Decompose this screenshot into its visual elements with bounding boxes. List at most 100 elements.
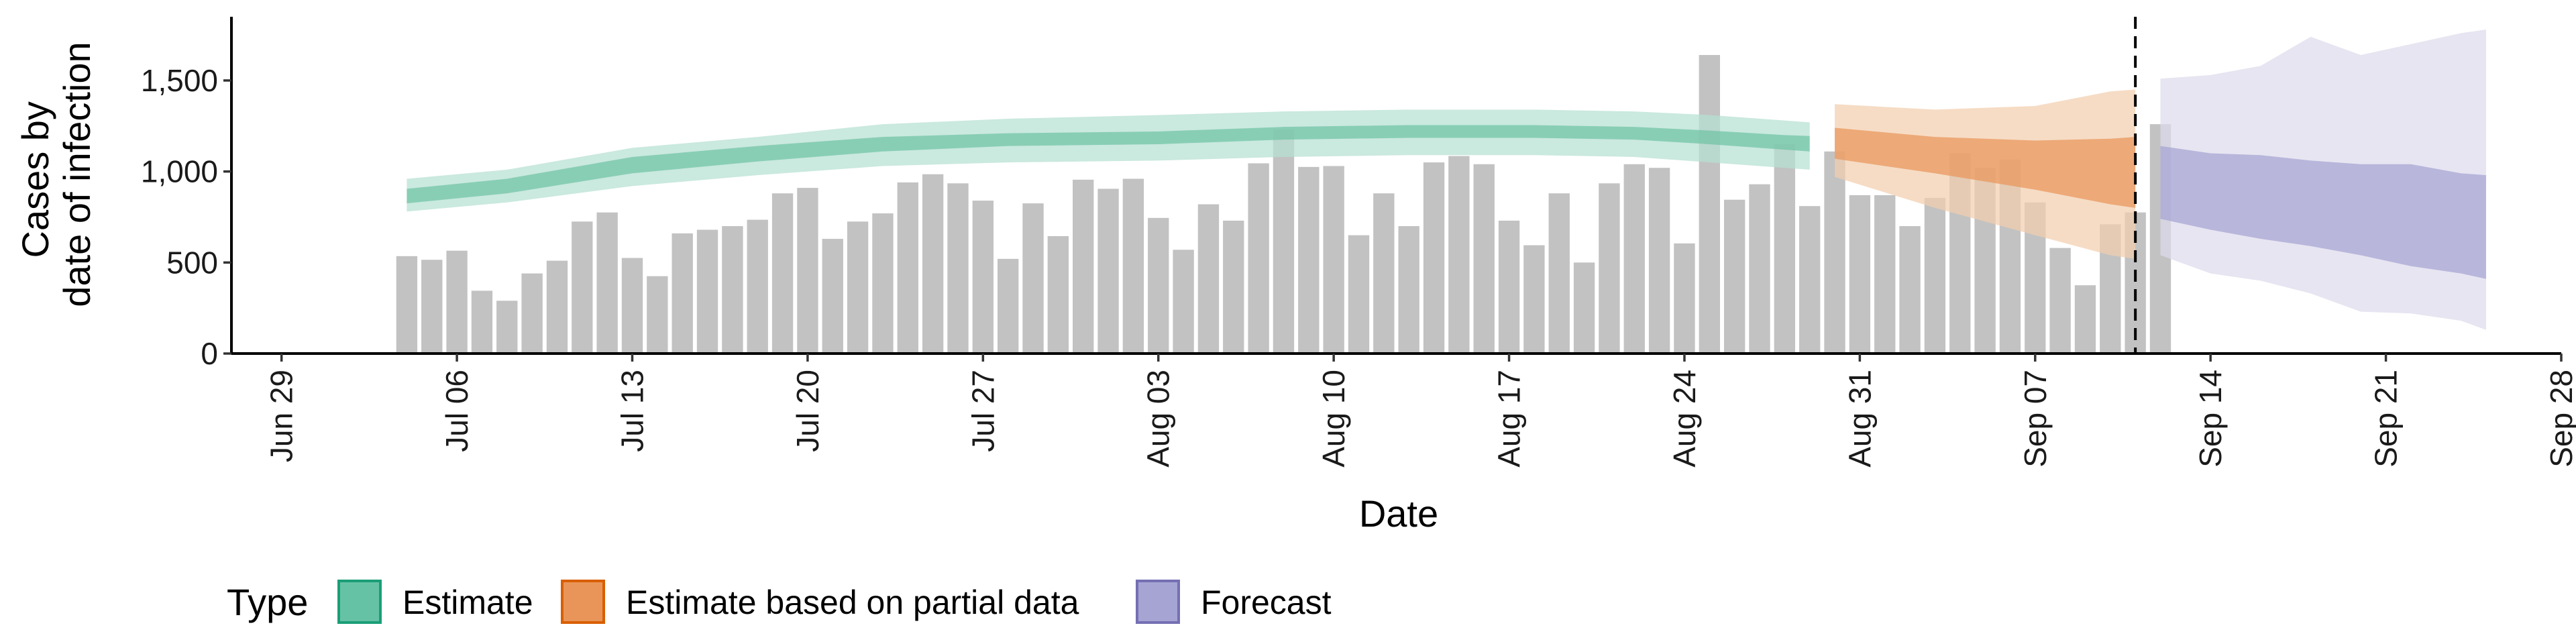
x-tick-label: Aug 10 bbox=[1316, 370, 1351, 468]
case-bar bbox=[1173, 250, 1194, 354]
case-bar bbox=[1899, 226, 1921, 354]
case-bar bbox=[922, 174, 944, 354]
case-bar bbox=[1498, 220, 1520, 354]
case-bar bbox=[446, 250, 468, 354]
legend-label: Forecast bbox=[1201, 584, 1332, 621]
case-bar bbox=[1924, 197, 1946, 354]
case-bar bbox=[1398, 226, 1419, 354]
case-bar bbox=[1022, 203, 1044, 354]
case-bar bbox=[1223, 220, 1244, 354]
y-tick-label: 0 bbox=[201, 336, 218, 371]
y-tick-label: 1,000 bbox=[141, 154, 218, 189]
x-tick-label: Sep 28 bbox=[2544, 370, 2576, 468]
case-bar bbox=[471, 290, 493, 354]
case-bar bbox=[872, 213, 894, 354]
x-tick-label: Aug 31 bbox=[1842, 370, 1877, 468]
axes: 0 500 1,000 1,500 Jun 29 Jul 06 Jul 13 Jul 20 Ju… bbox=[141, 17, 2576, 468]
case-bar bbox=[822, 239, 843, 354]
legend-label: Estimate based on partial data bbox=[626, 584, 1079, 621]
case-bar bbox=[1423, 162, 1445, 354]
case-bar bbox=[1573, 262, 1595, 354]
case-bar bbox=[1774, 144, 1796, 354]
case-bar bbox=[1097, 189, 1119, 354]
case-bar bbox=[1248, 163, 1269, 354]
case-bar bbox=[1298, 166, 1320, 354]
legend: Type Estimate Estimate based on partial d… bbox=[227, 580, 1332, 624]
case-bar bbox=[647, 276, 668, 354]
case-bar bbox=[897, 182, 918, 354]
case-bar bbox=[1523, 245, 1545, 354]
case-bar bbox=[722, 226, 743, 354]
case-bar bbox=[1473, 164, 1495, 354]
y-axis-title-line2: date of infection bbox=[56, 42, 98, 307]
legend-key bbox=[561, 580, 605, 624]
case-bar bbox=[2049, 248, 2071, 354]
legend-title: Type bbox=[227, 581, 308, 623]
case-bar bbox=[771, 193, 794, 354]
case-bar bbox=[396, 256, 418, 354]
y-axis-title: Cases by date of infection bbox=[14, 42, 98, 307]
estimate-inner-interval bbox=[407, 125, 1810, 204]
case-bar bbox=[947, 183, 969, 354]
case-bar bbox=[521, 273, 543, 354]
case-bar bbox=[496, 301, 518, 354]
case-bar bbox=[1448, 156, 1470, 354]
legend-label: Estimate bbox=[402, 584, 533, 621]
case-bar bbox=[1849, 195, 1871, 354]
case-bar bbox=[1699, 54, 1720, 354]
x-tick-label: Jul 27 bbox=[965, 370, 1000, 452]
case-bar bbox=[1073, 179, 1094, 354]
x-tick-label: Jun 29 bbox=[264, 370, 299, 462]
legend-key bbox=[1136, 580, 1180, 624]
case-bar bbox=[1648, 168, 1670, 354]
x-tick-label: Jul 06 bbox=[439, 370, 474, 452]
case-bar bbox=[1723, 199, 1746, 354]
case-bar bbox=[546, 260, 568, 354]
case-bar bbox=[621, 258, 643, 354]
x-tick-label: Jul 20 bbox=[790, 370, 825, 452]
x-tick-label: Aug 24 bbox=[1667, 370, 1702, 468]
case-bar bbox=[672, 233, 693, 354]
case-bar bbox=[797, 188, 818, 354]
plot-area bbox=[396, 17, 2486, 354]
x-axis-title: Date bbox=[1359, 492, 1438, 535]
x-tick-label: Aug 17 bbox=[1492, 370, 1527, 468]
case-bar bbox=[1548, 193, 1570, 354]
case-bar bbox=[1599, 183, 1620, 354]
case-bar bbox=[847, 221, 869, 354]
case-bar bbox=[1874, 195, 1896, 354]
case-bar bbox=[1148, 217, 1169, 354]
forecast-inner-interval bbox=[2160, 146, 2486, 279]
case-bar bbox=[747, 219, 768, 354]
x-tick-label: Sep 21 bbox=[2369, 370, 2404, 468]
case-bar bbox=[1824, 151, 1845, 354]
case-bar bbox=[1623, 164, 1645, 354]
y-axis-title-line1: Cases by bbox=[14, 101, 56, 258]
case-bar bbox=[1373, 193, 1395, 354]
case-bar bbox=[1122, 178, 1144, 354]
x-tick-label: Sep 14 bbox=[2193, 370, 2228, 468]
case-bar bbox=[572, 221, 593, 354]
case-bar bbox=[596, 212, 618, 354]
case-bar bbox=[997, 258, 1019, 354]
case-bar bbox=[421, 260, 443, 354]
case-bar bbox=[972, 201, 994, 354]
case-bar bbox=[1273, 129, 1295, 354]
case-bar bbox=[1348, 235, 1370, 354]
case-bar bbox=[1799, 206, 1821, 354]
case-bar bbox=[1197, 204, 1220, 354]
y-tick-label: 1,500 bbox=[141, 63, 218, 98]
y-tick-label: 500 bbox=[166, 245, 218, 280]
case-bar bbox=[2074, 285, 2096, 354]
x-tick-label: Aug 03 bbox=[1141, 370, 1176, 468]
case-bar bbox=[696, 229, 718, 354]
x-tick-label: Jul 13 bbox=[615, 370, 650, 452]
case-bar bbox=[1323, 166, 1344, 354]
estimate-based-on-partial-data-inner-interval bbox=[1835, 127, 2136, 208]
case-bar bbox=[1674, 243, 1695, 354]
case-bar bbox=[1749, 184, 1770, 354]
legend-key bbox=[337, 580, 382, 624]
x-tick-label: Sep 07 bbox=[2018, 370, 2053, 468]
case-bar bbox=[1047, 235, 1069, 354]
